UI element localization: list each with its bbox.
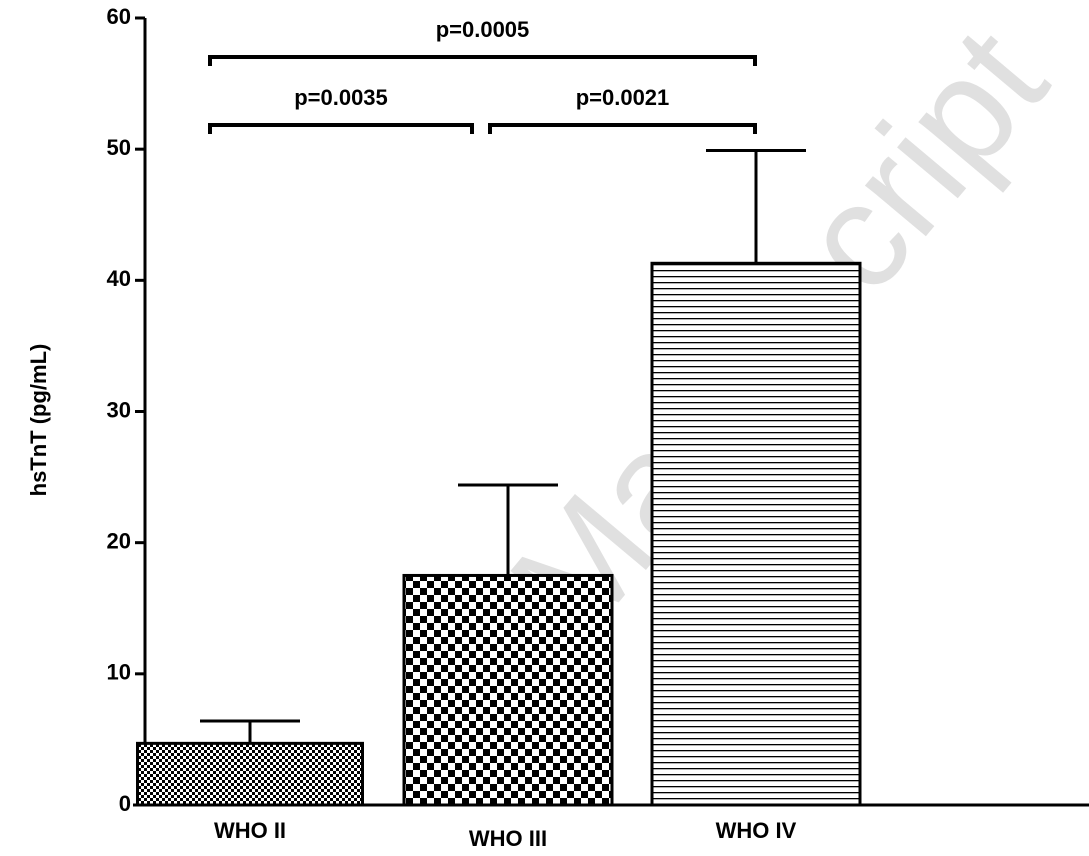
y-tick-label: 40 bbox=[107, 266, 131, 291]
x-tick-label: WHO IV bbox=[716, 818, 797, 843]
bar bbox=[136, 741, 364, 807]
bar bbox=[650, 261, 862, 807]
p-value: p=0.0021 bbox=[576, 85, 670, 110]
y-tick-label: 50 bbox=[107, 135, 131, 160]
y-tick-label: 0 bbox=[119, 791, 131, 816]
y-tick-label: 60 bbox=[107, 4, 131, 29]
y-tick-label: 30 bbox=[107, 397, 131, 422]
x-tick-label: WHO II bbox=[214, 818, 286, 843]
x-tick-label: WHO III bbox=[469, 826, 547, 851]
y-axis-label: hsTnT (pg/mL) bbox=[26, 344, 51, 497]
bar bbox=[402, 573, 614, 807]
p-value: p=0.0035 bbox=[294, 85, 388, 110]
p-value: p=0.0005 bbox=[436, 17, 530, 42]
y-tick-label: 20 bbox=[107, 528, 131, 553]
y-tick-label: 10 bbox=[107, 660, 131, 685]
significance-bracket bbox=[208, 123, 474, 134]
significance-bracket bbox=[488, 123, 757, 134]
significance-bracket bbox=[208, 55, 757, 66]
